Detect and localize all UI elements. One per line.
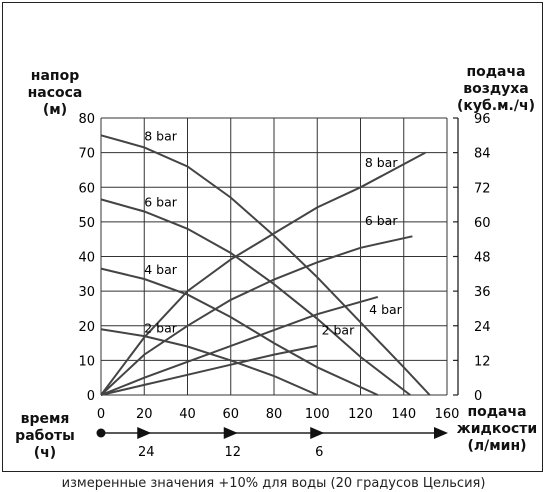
head-curve (100, 267, 379, 396)
air-curve (100, 295, 379, 396)
time-label-line1: время (20, 411, 70, 427)
y-left-label-line3: (м) (42, 102, 68, 118)
time-axis: 24 12 6 (96, 427, 448, 460)
right-tick-label: 0 (474, 389, 482, 404)
x-tick-label: 80 (266, 407, 283, 422)
axes: 0 12 24 36 48 60 72 84 96 0 10 20 30 40 50 60 70 80 0 20 40 6… (78, 112, 490, 422)
head-curve (100, 328, 318, 396)
air-series-label: 6 bar (365, 213, 399, 228)
y-left-label-line1: напор (30, 68, 80, 84)
left-tick-label: 80 (78, 112, 95, 127)
time-axis-arrow (223, 427, 238, 439)
x-tick-label: 140 (391, 407, 416, 422)
time-tick-label: 12 (224, 445, 241, 460)
x-tick-label: 60 (222, 407, 239, 422)
y-right-label-line3: (куб.м./ч) (456, 98, 535, 114)
left-tick-label: 50 (78, 216, 95, 231)
x-tick-label: 0 (97, 407, 105, 422)
y-right-axis-label: подача воздуха (куб.м./ч) (448, 64, 544, 115)
series-lines: 8 bar 6 bar 4 bar 2 bar 8 bar 6 bar 4 bar 2 bar (100, 129, 431, 396)
left-tick-label: 60 (78, 181, 95, 196)
left-tick-label: 0 (87, 389, 95, 404)
time-label-line2: работы (15, 428, 75, 444)
air-curve (100, 235, 413, 396)
left-tick-label: 20 (78, 320, 95, 335)
left-tick-label: 70 (78, 147, 95, 162)
x-label-line2: жидкости (456, 421, 538, 437)
left-tick-label: 30 (78, 285, 95, 300)
right-tick-label: 36 (474, 285, 491, 300)
x-tick-label: 20 (136, 407, 153, 422)
grid-lines (100, 117, 448, 396)
head-curve (100, 198, 411, 396)
air-curve (100, 151, 426, 396)
x-tick-label: 100 (305, 407, 330, 422)
right-tick-label: 12 (474, 354, 491, 369)
right-tick-label: 24 (474, 320, 491, 335)
time-axis-end-arrow (434, 427, 448, 439)
left-tick-label: 10 (78, 354, 95, 369)
right-tick-label: 84 (474, 147, 491, 162)
right-tick-label: 48 (474, 251, 491, 266)
x-label-line3: (л/мин) (467, 438, 527, 454)
time-label-line3: (ч) (33, 445, 57, 461)
caption: измеренные значения +10% для воды (20 гр… (61, 476, 486, 491)
head-series-label: 2 bar (144, 321, 178, 336)
head-curve (100, 134, 431, 396)
right-tick-label: 72 (474, 181, 491, 196)
head-series-label: 4 bar (144, 262, 178, 277)
time-axis-start-dot (96, 428, 106, 438)
air-series-label: 4 bar (369, 302, 403, 317)
right-tick-label: 60 (474, 216, 491, 231)
time-tick-label: 24 (138, 445, 155, 460)
air-series-label: 2 bar (322, 322, 356, 337)
x-axis-label: подача жидкости (л/мин) (450, 404, 544, 455)
y-right-label-line1: подача (466, 64, 526, 80)
y-right-label-line2: воздуха (463, 81, 529, 97)
time-axis-label: время работы (ч) (12, 411, 78, 462)
air-series-label: 8 bar (365, 155, 399, 170)
air-curve (100, 344, 318, 396)
right-tick-label: 96 (474, 112, 491, 127)
head-series-label: 6 bar (144, 194, 178, 209)
y-left-axis-label: напор насоса (м) (18, 68, 92, 119)
x-label-line1: подача (467, 404, 527, 420)
time-axis-arrow (137, 427, 152, 439)
chart-frame (2, 2, 543, 472)
pump-performance-chart: 0 12 24 36 48 60 72 84 96 0 10 20 30 40 50 60 70 80 0 20 40 6… (78, 112, 490, 460)
time-axis-arrow (310, 427, 325, 439)
time-tick-label: 6 (315, 445, 323, 460)
x-tick-label: 40 (179, 407, 196, 422)
x-tick-label: 120 (348, 407, 373, 422)
x-tick-label: 160 (435, 407, 460, 422)
y-left-label-line2: насоса (27, 85, 83, 101)
left-tick-label: 40 (78, 251, 95, 266)
head-series-label: 8 bar (144, 129, 178, 144)
